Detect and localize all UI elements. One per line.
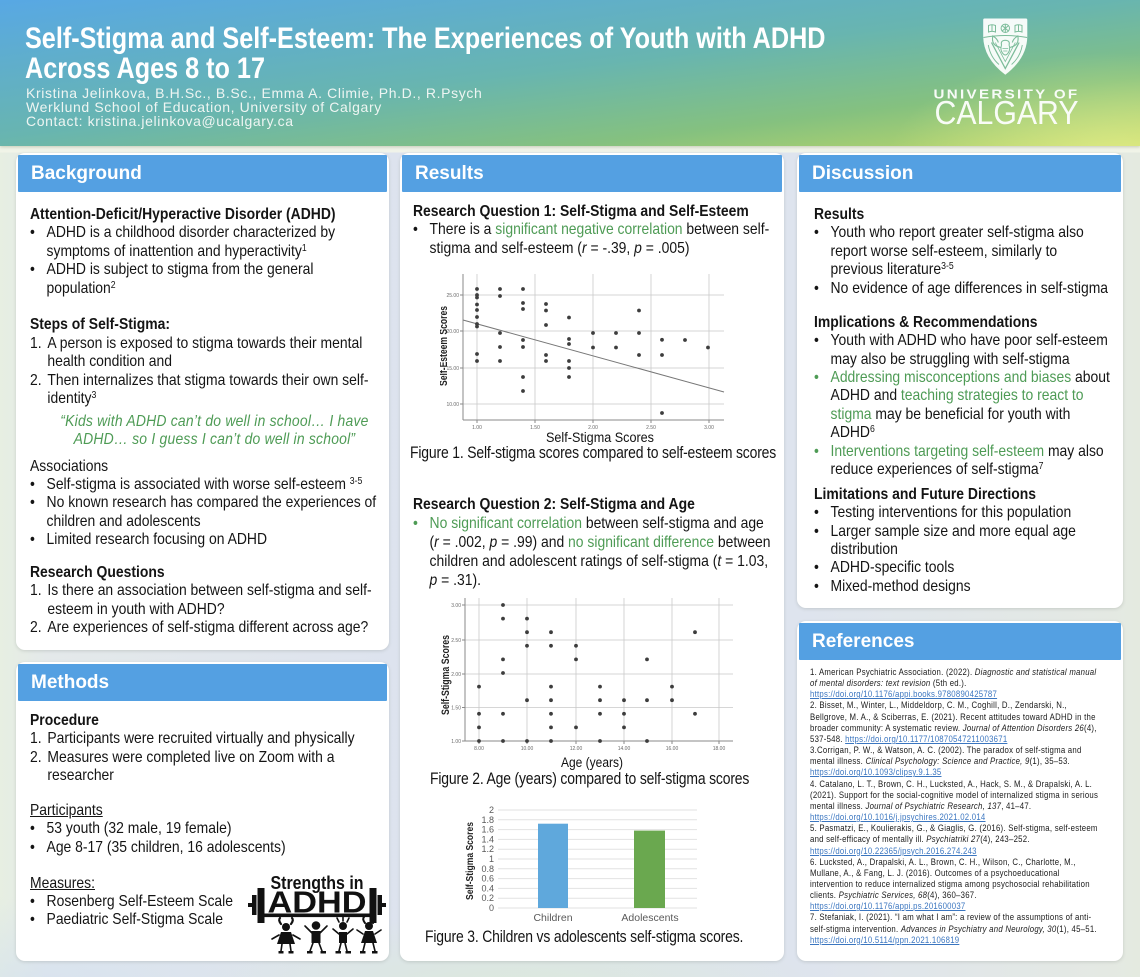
svg-text:Age (years): Age (years) xyxy=(561,755,623,770)
svg-text:2.00: 2.00 xyxy=(588,425,598,431)
svg-text:0: 0 xyxy=(489,903,494,913)
svg-text:1.50: 1.50 xyxy=(451,706,461,712)
svg-text:1.4: 1.4 xyxy=(481,834,494,844)
svg-text:10.00: 10.00 xyxy=(521,746,534,752)
svg-text:CALGARY: CALGARY xyxy=(935,94,1079,129)
svg-text:25.00: 25.00 xyxy=(446,293,459,299)
svg-text:0.8: 0.8 xyxy=(481,864,494,874)
svg-text:3.00: 3.00 xyxy=(451,603,461,609)
svg-text:20.00: 20.00 xyxy=(446,329,459,335)
svg-text:1.6: 1.6 xyxy=(481,825,494,835)
svg-text:1.2: 1.2 xyxy=(481,844,494,854)
svg-text:Adolescents: Adolescents xyxy=(621,912,678,924)
svg-text:2.50: 2.50 xyxy=(646,425,656,431)
svg-text:1: 1 xyxy=(489,854,494,864)
svg-text:Strengths in: Strengths in xyxy=(271,873,364,893)
svg-text:1.50: 1.50 xyxy=(530,425,540,431)
svg-text:Self-Esteem Scores: Self-Esteem Scores xyxy=(440,306,450,386)
svg-text:10.00: 10.00 xyxy=(446,402,459,408)
svg-text:8.00: 8.00 xyxy=(474,746,484,752)
svg-text:Self-Stigma Scores: Self-Stigma Scores xyxy=(440,635,452,715)
svg-text:UNIVERSITY OF: UNIVERSITY OF xyxy=(934,87,1080,102)
svg-text:15.00: 15.00 xyxy=(446,366,459,372)
svg-text:0.2: 0.2 xyxy=(481,893,494,903)
svg-text:Self-Stigma Scores: Self-Stigma Scores xyxy=(546,430,654,445)
svg-text:0.6: 0.6 xyxy=(481,874,494,884)
svg-text:14.00: 14.00 xyxy=(618,746,631,752)
svg-text:2.00: 2.00 xyxy=(451,672,461,678)
svg-text:1.8: 1.8 xyxy=(481,815,494,825)
svg-text:Children: Children xyxy=(533,912,572,924)
svg-text:12.00: 12.00 xyxy=(570,746,583,752)
svg-text:1.00: 1.00 xyxy=(472,425,482,431)
svg-text:1.00: 1.00 xyxy=(451,739,461,745)
svg-text:16.00: 16.00 xyxy=(666,746,679,752)
svg-text:Self-Stigma Scores: Self-Stigma Scores xyxy=(464,822,476,900)
svg-text:18.00: 18.00 xyxy=(713,746,726,752)
svg-text:3.00: 3.00 xyxy=(704,425,714,431)
svg-text:0.4: 0.4 xyxy=(481,883,494,893)
svg-text:2: 2 xyxy=(489,805,494,815)
svg-text:2.50: 2.50 xyxy=(451,638,461,644)
